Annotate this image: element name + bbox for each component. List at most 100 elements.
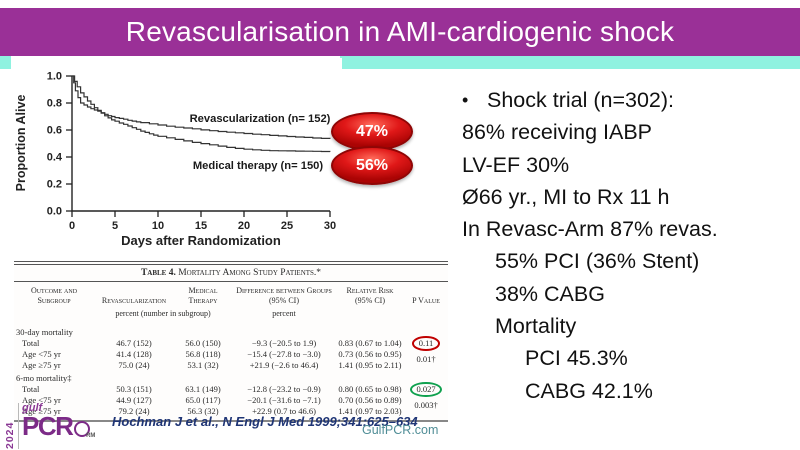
table-cell: 1.41 (0.97 to 2.03): [338, 405, 402, 416]
bullet-line-text: Ø66 yr., MI to Rx 11 h: [462, 184, 670, 209]
table-title: Table 4. Mortality Among Study Patients.…: [14, 265, 448, 281]
table-cell: −15.4 (−27.8 to −3.0): [247, 348, 321, 359]
bullet-line-text: PCI 45.3%: [525, 346, 628, 371]
bullet-line: CABG 42.1%: [460, 375, 718, 407]
title-bar: Revascularisation in AMI-cardiogenic sho…: [0, 8, 800, 56]
x-tick-label: 10: [152, 220, 164, 232]
kaplan-meier-chart: 1.0 0.8 0.6 0.4 0.2 0.0 0 5 10 15 20 25 30 Proportion…: [14, 71, 336, 249]
x-tick-label: 5: [112, 220, 118, 232]
table-cell: +22.9 (0.7 to 46.6): [252, 405, 316, 416]
p-value-green-circle: 0.027: [410, 381, 442, 397]
series-label-0: Revascularization (n= 152): [190, 113, 331, 125]
table-cell: 41.4 (128): [116, 348, 152, 359]
table-header-cell: Outcome and Subgroup: [30, 286, 78, 305]
bullet-line-text: 38% CABG: [495, 281, 605, 306]
table-cell: Age ≥75 yr: [22, 405, 61, 416]
logo-pcr: PCR: [22, 411, 74, 441]
table-cell: 0.11: [404, 335, 448, 351]
x-tick-label: 0: [69, 220, 75, 232]
page-title: Revascularisation in AMI-cardiogenic sho…: [125, 16, 675, 47]
table-cell: 53.1 (32): [187, 359, 219, 370]
table-cell: [14, 307, 94, 324]
bullet-line: PCI 45.3%: [460, 342, 718, 374]
bullet-line-text: Shock trial (n=302):: [487, 88, 675, 112]
x-tick-label: 25: [281, 220, 293, 232]
table-header-cell: Difference between Groups (95% CI): [236, 286, 332, 305]
bullet-dot-icon: •: [462, 90, 469, 110]
mortality-table: Outcome and Subgroup Revascularization Med…: [14, 282, 448, 417]
table-cell: 56.0 (150): [185, 337, 221, 348]
logo-pcr-row: PCR RM: [22, 411, 95, 441]
table-cell: Age <75 yr: [22, 394, 61, 405]
table-cell: 50.3 (151): [116, 383, 152, 394]
table-cell: −12.8 (−23.2 to −0.9): [247, 383, 321, 394]
x-tick-label: 15: [195, 220, 207, 232]
table-row: Age <75 yr 41.4 (128) 56.8 (118) −15.4 (−27…: [14, 348, 448, 365]
table-cell: 79.2 (24): [118, 405, 150, 416]
y-tick-label: 0.0: [47, 206, 62, 218]
table-cell: 30-day mortality: [16, 326, 73, 337]
x-tick-label: 30: [324, 220, 336, 232]
bullet-line: • Shock trial (n=302):: [460, 84, 718, 116]
table-row: Total 46.7 (152) 56.0 (150) −9.3 (−20.5 to …: [14, 335, 448, 351]
table-top-rule: [14, 261, 448, 265]
table-cell: [404, 307, 448, 324]
p-value-pair: 0.01†: [416, 354, 436, 365]
table-cell: 6-mo mortality‡: [16, 372, 72, 383]
table-header-cell: P Value: [412, 295, 440, 305]
table-cell: 1.41 (0.95 to 2.11): [338, 359, 402, 370]
series-curve-1: [72, 75, 331, 153]
bullet-line: Mortality: [460, 310, 718, 342]
table-cell: +21.9 (−2.6 to 46.4): [249, 359, 319, 370]
table-cell: −9.3 (−20.5 to 1.9): [251, 337, 317, 348]
table-cell: 0.70 (0.56 to 0.89): [338, 394, 402, 405]
table-cell: percent: [272, 309, 296, 319]
y-tick-label: 0.2: [47, 179, 62, 191]
logo-year: 2024: [4, 421, 16, 449]
table-row: Age ≥75 yr 75.0 (24) 53.1 (32) +21.9 (−2.6 …: [14, 360, 448, 371]
table-group-row: 30-day mortality: [14, 325, 448, 338]
gulfpcr-logo: 2024 gulf PCR RM: [4, 402, 95, 449]
y-tick-label: 0.8: [47, 98, 62, 110]
table-title-rest: Mortality Among Study Patients.*: [175, 268, 322, 278]
y-tick-label: 0.4: [47, 152, 63, 164]
table-title-rule: [14, 281, 448, 282]
table-group-row: 6-mo mortality‡: [14, 371, 448, 384]
bullet-line-text: Mortality: [495, 314, 577, 339]
series-label-1: Medical therapy (n= 150): [193, 160, 324, 172]
bullet-line-text: 55% PCI (36% Stent): [495, 249, 700, 274]
table-header-cell: Revascularization: [101, 295, 167, 305]
table-bottom-rule: [14, 419, 448, 422]
bullet-text-panel: • Shock trial (n=302): 86% receiving IABP L…: [460, 84, 718, 407]
table-cell: Age ≥75 yr: [22, 359, 61, 370]
p-value-pair: 0.003†: [414, 400, 438, 411]
table-row: Total 50.3 (151) 63.1 (149) −12.8 (−23.2 to…: [14, 381, 448, 397]
mortality-table-panel: Table 4. Mortality Among Study Patients.…: [14, 261, 448, 422]
y-axis-title: Proportion Alive: [14, 95, 28, 192]
p-value-red-circle: 0.11: [411, 335, 441, 351]
x-axis-title: Days after Randomization: [121, 233, 281, 248]
y-tick-label: 1.0: [47, 71, 62, 83]
table-cell: Total: [22, 383, 40, 394]
table-units-row: percent (number in subgroup) percent: [14, 307, 448, 324]
table-cell: 75.0 (24): [118, 359, 150, 370]
table-cell: Age <75 yr: [22, 348, 61, 359]
x-tick-label: 20: [238, 220, 250, 232]
series-curve-0: [72, 75, 331, 139]
citation: Hochman J et al., N Engl J Med 1999;341:…: [112, 414, 418, 429]
bullet-line: LV-EF 30%: [460, 149, 718, 181]
bullet-line: 38% CABG: [460, 278, 718, 310]
table-header-cell: Relative Risk (95% CI): [346, 286, 394, 305]
table-cell: percent (number in subgroup): [115, 309, 211, 319]
callout-badge-revascularization: 47%: [331, 112, 413, 151]
table-cell: 0.027: [404, 381, 448, 397]
logo-gulf: gulf: [22, 402, 43, 414]
table-cell: 56.8 (118): [185, 348, 221, 359]
table-cell: 65.0 (117): [185, 394, 221, 405]
table-cell: 56.3 (32): [187, 405, 219, 416]
callout-value: 47%: [355, 122, 389, 140]
table-header-cell: Medical Therapy: [188, 286, 218, 305]
table-cell: 0.80 (0.65 to 0.98): [338, 383, 402, 394]
table-cell: Total: [22, 337, 40, 348]
